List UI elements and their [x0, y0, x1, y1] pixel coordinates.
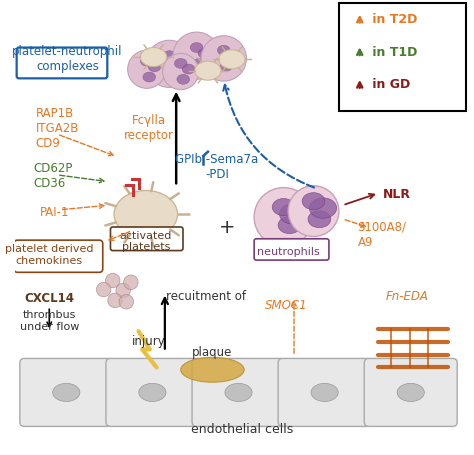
Ellipse shape — [310, 198, 337, 219]
FancyBboxPatch shape — [17, 48, 107, 79]
FancyBboxPatch shape — [192, 359, 285, 426]
Text: S100A8/
A9: S100A8/ A9 — [357, 220, 407, 248]
Ellipse shape — [225, 52, 238, 62]
Text: platelet-neutrophil
complexes: platelet-neutrophil complexes — [12, 45, 123, 73]
FancyBboxPatch shape — [365, 359, 457, 426]
Ellipse shape — [311, 384, 338, 402]
Ellipse shape — [163, 51, 176, 61]
Text: in T2D: in T2D — [368, 13, 417, 26]
Text: PAI-1: PAI-1 — [40, 205, 70, 218]
Ellipse shape — [308, 211, 331, 228]
Ellipse shape — [225, 384, 252, 402]
FancyBboxPatch shape — [278, 359, 371, 426]
FancyBboxPatch shape — [110, 228, 183, 251]
Text: in T1D: in T1D — [368, 46, 417, 59]
Circle shape — [146, 41, 193, 88]
Circle shape — [96, 283, 111, 297]
FancyBboxPatch shape — [339, 4, 466, 112]
Ellipse shape — [397, 384, 424, 402]
FancyBboxPatch shape — [20, 359, 113, 426]
Text: Fcγlla
receptor: Fcγlla receptor — [124, 114, 174, 142]
Circle shape — [254, 188, 313, 247]
Ellipse shape — [278, 217, 301, 234]
Circle shape — [173, 33, 220, 80]
Circle shape — [201, 37, 246, 82]
Text: thrombus
under flow: thrombus under flow — [19, 309, 79, 331]
Text: CXCL14: CXCL14 — [24, 291, 74, 304]
Ellipse shape — [171, 57, 183, 67]
Text: recuitment of: recuitment of — [165, 290, 246, 303]
Text: platelet derived
chemokines: platelet derived chemokines — [5, 244, 93, 265]
Text: Fn-EDA: Fn-EDA — [386, 289, 429, 302]
Text: RAP1B
ITGA2B
CD9: RAP1B ITGA2B CD9 — [36, 106, 79, 149]
Circle shape — [288, 187, 339, 237]
Text: neutrophils: neutrophils — [257, 246, 320, 256]
Text: SMOC1: SMOC1 — [265, 298, 308, 311]
Ellipse shape — [174, 59, 187, 69]
Ellipse shape — [177, 75, 190, 85]
Text: CD62P
CD36: CD62P CD36 — [34, 162, 73, 189]
Ellipse shape — [302, 193, 325, 210]
Circle shape — [119, 295, 134, 309]
Ellipse shape — [53, 384, 80, 402]
Ellipse shape — [148, 63, 161, 73]
Circle shape — [124, 275, 138, 290]
Ellipse shape — [114, 191, 178, 238]
FancyBboxPatch shape — [14, 241, 103, 273]
Ellipse shape — [190, 43, 203, 53]
Ellipse shape — [198, 49, 210, 59]
Circle shape — [128, 51, 166, 89]
Ellipse shape — [219, 51, 245, 70]
Circle shape — [108, 293, 122, 308]
Text: in GD: in GD — [368, 78, 410, 91]
Circle shape — [163, 54, 199, 91]
FancyBboxPatch shape — [254, 239, 329, 261]
FancyBboxPatch shape — [106, 359, 199, 426]
Ellipse shape — [280, 204, 307, 225]
Text: endothelial cells: endothelial cells — [191, 422, 293, 435]
Ellipse shape — [140, 57, 153, 67]
Text: injury: injury — [132, 334, 166, 347]
Circle shape — [116, 283, 130, 298]
Ellipse shape — [218, 46, 230, 56]
Text: NLR: NLR — [383, 187, 410, 200]
Ellipse shape — [220, 62, 233, 72]
Text: plaque: plaque — [192, 345, 233, 359]
Ellipse shape — [139, 384, 166, 402]
Ellipse shape — [195, 62, 221, 81]
Ellipse shape — [165, 67, 178, 77]
Text: activated
platelets: activated platelets — [119, 230, 172, 252]
Circle shape — [106, 273, 120, 288]
Ellipse shape — [193, 59, 205, 69]
Ellipse shape — [143, 73, 155, 83]
Text: GPIb -Sema7a
-PDI: GPIb -Sema7a -PDI — [175, 152, 259, 181]
Ellipse shape — [182, 65, 195, 75]
Text: +: + — [219, 217, 236, 236]
Ellipse shape — [181, 358, 244, 382]
Ellipse shape — [140, 48, 167, 67]
Ellipse shape — [272, 199, 295, 216]
